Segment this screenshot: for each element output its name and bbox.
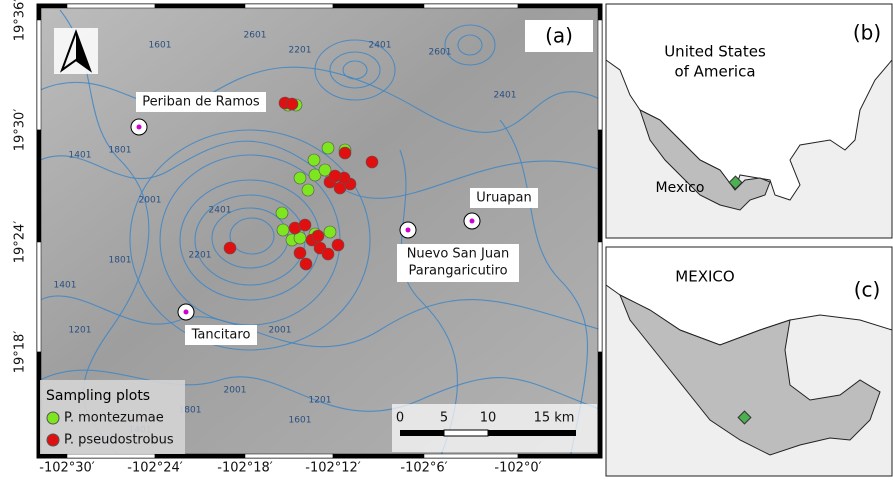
frame-segment (333, 4, 424, 8)
frame-segment (598, 352, 602, 458)
contour-label: 1801 (109, 146, 132, 156)
scale-label: 5 (440, 411, 448, 426)
frame-segment (333, 454, 424, 458)
sampling-point (299, 219, 311, 231)
frame-segment (598, 4, 602, 20)
contour-label: 2001 (224, 386, 247, 396)
frame-segment (598, 20, 602, 130)
contour-label: 1601 (149, 41, 172, 51)
x-axis-label: -102°24′ (127, 461, 183, 476)
contour-label: 2401 (369, 41, 392, 51)
frame-segment (245, 454, 333, 458)
place-label: Periban de Ramos (142, 95, 260, 110)
panel-label: (b) (853, 21, 881, 45)
sampling-point (286, 98, 298, 110)
frame-segment (37, 242, 41, 352)
place-label: Nuevo San Juan (407, 247, 510, 262)
x-axis-label: -102°30′ (39, 461, 95, 476)
map-title: MEXICO (675, 268, 734, 286)
contour-label: 2401 (494, 91, 517, 101)
legend-title: Sampling plots (46, 388, 150, 404)
x-axis-label: -102°18′ (217, 461, 273, 476)
north-arrow (54, 28, 98, 74)
contour-label: 2401 (209, 206, 232, 216)
contour-label: 2601 (429, 48, 452, 58)
panel-c: MEXICO (c) (606, 247, 892, 476)
panel-label: (a) (545, 24, 573, 48)
contour-label: 2001 (139, 196, 162, 206)
frame-segment (37, 4, 41, 20)
y-axis-label: 19°36′ (13, 0, 28, 41)
sampling-point (224, 242, 236, 254)
legend-symbol (47, 412, 59, 424)
frame-segment (518, 4, 602, 8)
frame-segment (155, 454, 245, 458)
contour-label: 1601 (289, 416, 312, 426)
frame-segment (424, 4, 518, 8)
frame-segment (37, 20, 41, 130)
frame-segment (155, 4, 245, 8)
contour-label: 1201 (69, 326, 92, 336)
country-label: Mexico (656, 180, 705, 196)
legend-label: P. montezumae (64, 411, 164, 426)
frame-segment (424, 454, 518, 458)
frame-segment (67, 4, 155, 8)
scale-label: 0 (396, 411, 404, 426)
frame-segment (598, 242, 602, 352)
contour-label: 2201 (289, 46, 312, 56)
sampling-point (300, 258, 312, 270)
legend-symbol (47, 434, 59, 446)
x-axis-label: -102°6′ (400, 461, 447, 476)
contour-label: 1401 (69, 151, 92, 161)
sampling-point (308, 154, 320, 166)
frame-segment (598, 130, 602, 242)
scale-label: 15 km (534, 411, 575, 426)
contour-label: 1201 (309, 396, 332, 406)
frame-segment (518, 454, 602, 458)
country-label: United States (664, 43, 766, 61)
panel-b: United States of America Mexico (b) (606, 4, 892, 238)
x-axis-label: -102°0′ (494, 461, 541, 476)
place-label: Tancitaro (191, 328, 251, 343)
contour-label: 1401 (54, 281, 77, 291)
legend-label: P. pseudostrobus (64, 433, 174, 448)
contour-label: 1801 (109, 256, 132, 266)
sampling-point (329, 170, 341, 182)
scale-bar (400, 430, 576, 436)
sampling-point (332, 239, 344, 251)
frame-segment (37, 4, 67, 8)
y-axis-label: 19°18′ (13, 331, 28, 374)
sampling-point (312, 230, 324, 242)
sampling-point (324, 226, 336, 238)
sampling-point (276, 207, 288, 219)
y-axis-label: 19°24′ (13, 221, 28, 264)
contour-label: 2201 (189, 251, 212, 261)
panel-a: 1601 2601 2201 2401 2601 1401 1801 2001 2401 2201… (13, 0, 603, 476)
sampling-point (322, 142, 334, 154)
x-axis-label: -102°12′ (305, 461, 361, 476)
sampling-point (302, 184, 314, 196)
contour-label: 2601 (244, 31, 267, 41)
sampling-point (294, 247, 306, 259)
frame-segment (37, 130, 41, 242)
y-axis-label: 19°30′ (13, 109, 28, 152)
sampling-point (366, 156, 378, 168)
place-label: Uruapan (476, 191, 532, 206)
sampling-point (277, 224, 289, 236)
contour-label: 2001 (269, 326, 292, 336)
country-label: of America (674, 63, 755, 81)
place-label: Parangaricutiro (408, 264, 507, 279)
frame-segment (37, 454, 67, 458)
figure: 1601 2601 2201 2401 2601 1401 1801 2001 2401 2201… (0, 0, 893, 477)
frame-segment (67, 454, 155, 458)
scale-label: 10 (480, 411, 497, 426)
sampling-point (294, 172, 306, 184)
panel-label: (c) (854, 278, 881, 302)
sampling-point (322, 248, 334, 260)
frame-segment (245, 4, 333, 8)
sampling-point (339, 147, 351, 159)
